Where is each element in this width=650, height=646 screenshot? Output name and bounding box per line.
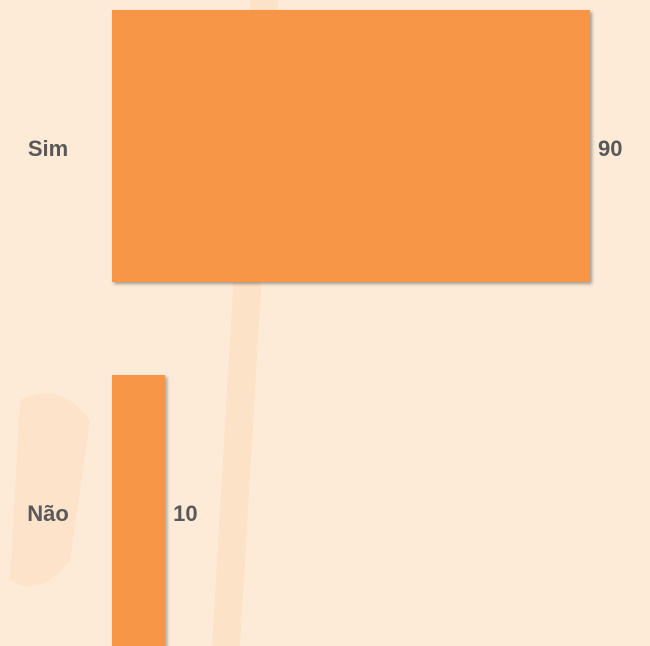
bar — [112, 375, 166, 646]
value-label: 90 — [598, 136, 622, 161]
value-label: 10 — [173, 501, 197, 526]
category-label: Não — [27, 501, 69, 526]
category-label: Sim — [28, 136, 68, 161]
bar — [112, 10, 590, 282]
